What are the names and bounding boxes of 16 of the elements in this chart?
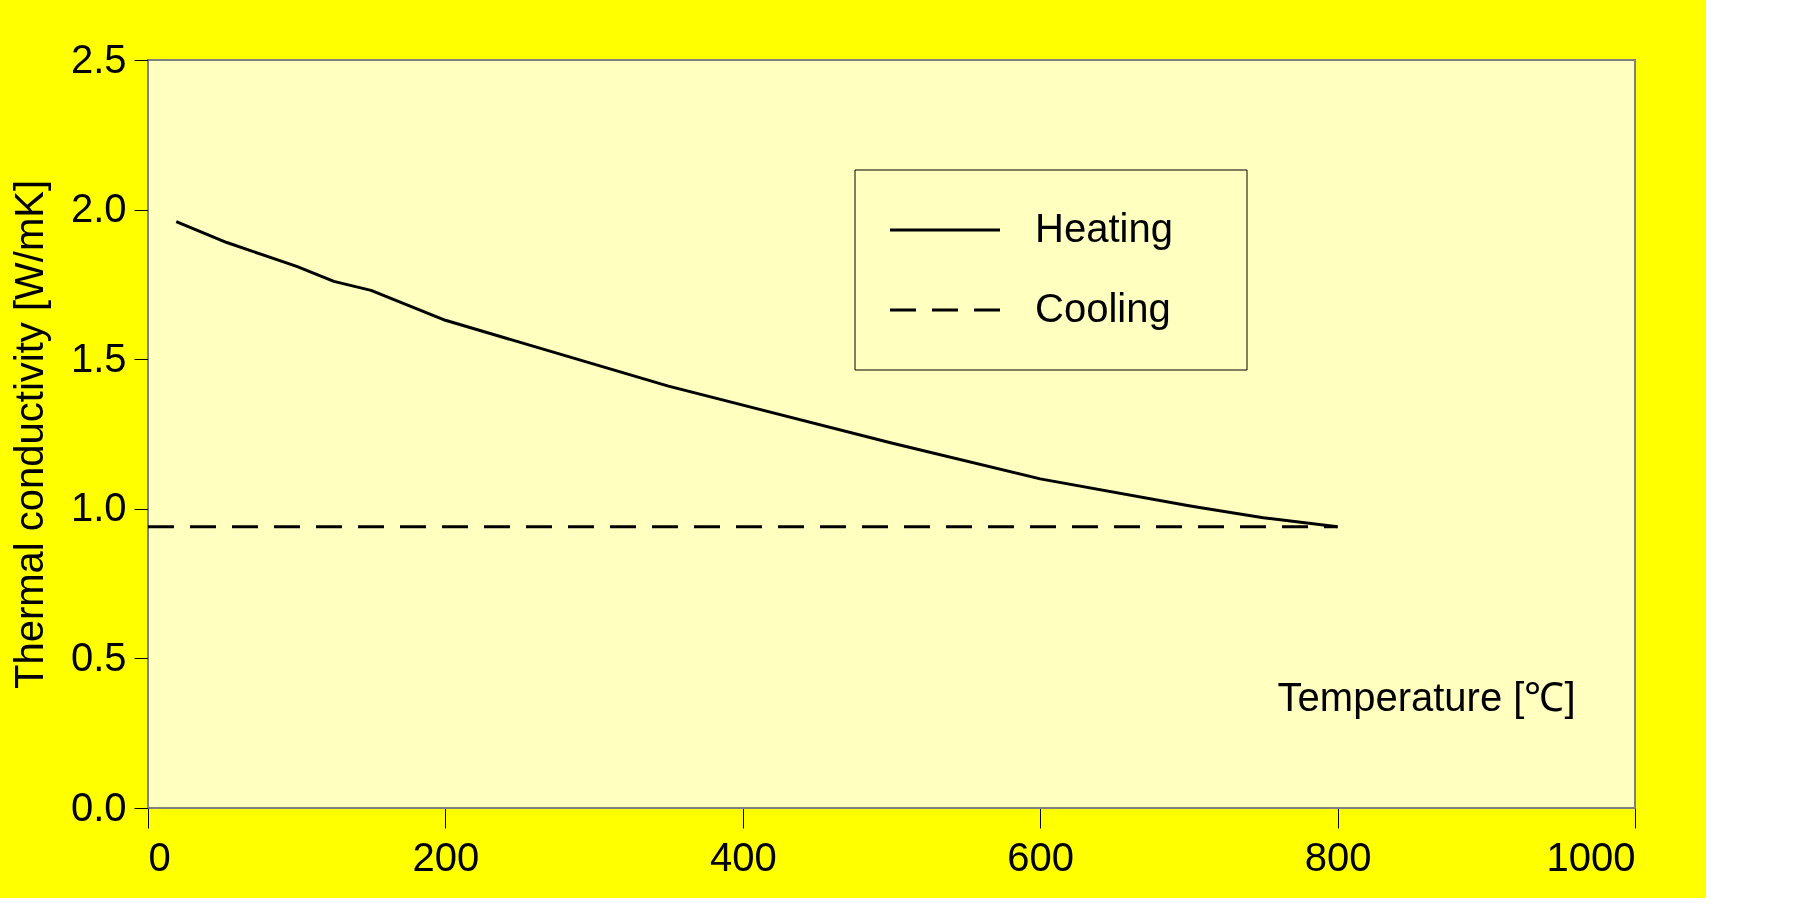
y-tick-label: 0.0 <box>70 784 127 829</box>
y-tick-label: 1.0 <box>70 485 127 530</box>
x-tick-label: 0 <box>148 834 171 879</box>
x-tick-label: 800 <box>1304 834 1372 879</box>
x-tick-label: 400 <box>709 834 777 879</box>
y-tick-label: 1.5 <box>70 335 127 380</box>
y-tick-label: 2.0 <box>70 186 127 231</box>
legend-label: Cooling <box>1035 286 1171 330</box>
x-tick-label: 600 <box>1007 834 1075 879</box>
y-axis-title: Thermal conductivity [W/mK] <box>6 179 51 690</box>
x-tick-label: 200 <box>412 834 480 879</box>
x-tick-label: 1000 <box>1546 834 1636 879</box>
y-tick-label: 2.5 <box>70 36 127 81</box>
x-axis-title: Temperature [℃] <box>1277 674 1576 719</box>
legend-label: Heating <box>1035 206 1173 250</box>
y-tick-label: 0.5 <box>70 634 127 679</box>
